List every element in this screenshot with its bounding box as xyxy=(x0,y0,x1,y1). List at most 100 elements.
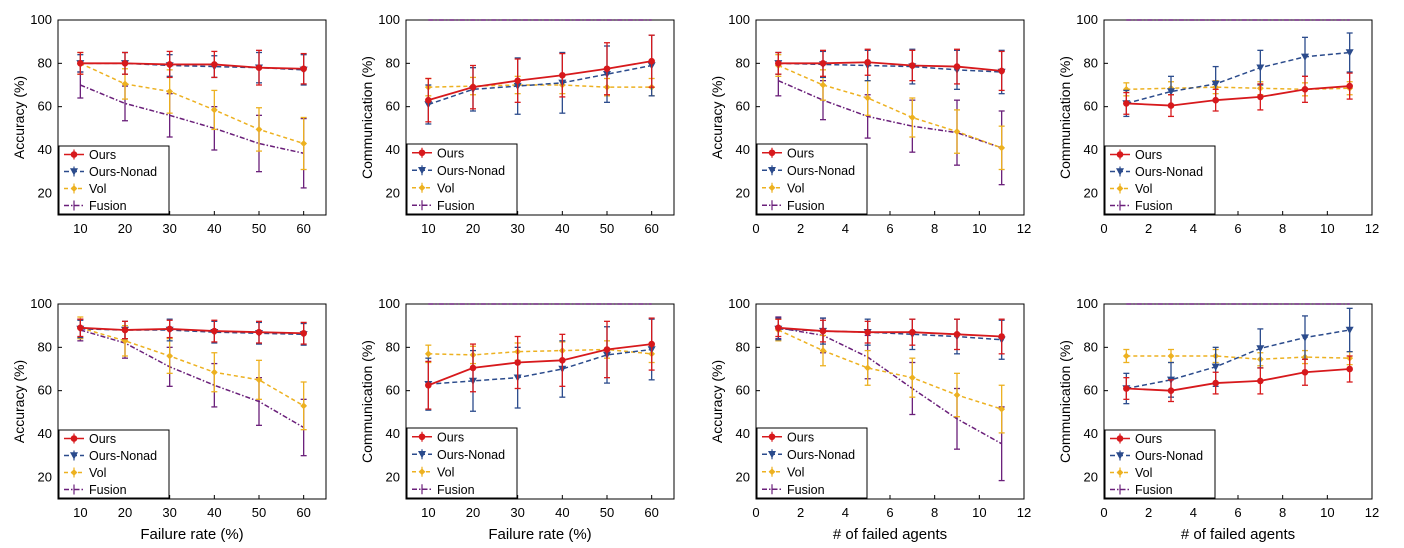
x-tick-label: 60 xyxy=(644,221,658,236)
data-point xyxy=(909,62,916,69)
data-point xyxy=(425,96,432,104)
legend-item-vol: Vol xyxy=(64,466,106,480)
x-tick-label: 10 xyxy=(421,505,435,520)
data-point xyxy=(211,61,218,68)
legend-item-ours-nonad: Ours-Nonad xyxy=(64,449,157,463)
x-tick-label: 50 xyxy=(600,505,614,520)
y-tick-label: 40 xyxy=(386,426,400,441)
legend-marker xyxy=(1116,452,1124,460)
data-point xyxy=(953,128,961,135)
legend-label: Fusion xyxy=(89,483,127,497)
data-point xyxy=(1301,334,1309,342)
legend-marker xyxy=(1116,168,1124,176)
legend-marker xyxy=(418,167,426,175)
data-point xyxy=(255,376,263,384)
legend-marker xyxy=(70,435,78,442)
series-line xyxy=(778,327,1003,445)
data-point xyxy=(300,329,307,337)
data-point xyxy=(166,61,173,68)
x-tick-label: 2 xyxy=(797,505,804,520)
x-tick-label: 10 xyxy=(73,221,87,236)
legend-marker xyxy=(768,468,776,476)
series-line xyxy=(1126,85,1350,107)
legend-box xyxy=(406,143,518,215)
legend-marker xyxy=(418,149,426,157)
data-point xyxy=(908,374,916,382)
data-point xyxy=(424,350,432,358)
x-tick-label: 40 xyxy=(555,221,569,236)
x-tick-label: 0 xyxy=(1100,505,1107,520)
legend-item-ours: Ours xyxy=(762,146,814,160)
legend: Ours Ours-Nonad Vol Fusion xyxy=(756,143,868,215)
legend-box xyxy=(58,145,170,215)
y-tick-label: 80 xyxy=(386,339,400,354)
x-tick-label: 10 xyxy=(1320,505,1334,520)
legend-label: Ours-Nonad xyxy=(437,164,505,178)
legend-marker xyxy=(70,168,78,176)
legend-item-vol: Vol xyxy=(412,181,454,195)
data-point xyxy=(1167,352,1175,360)
x-tick-label: 6 xyxy=(886,221,893,236)
legend-marker xyxy=(768,433,776,441)
legend-marker xyxy=(418,468,426,476)
x-tick-label: 20 xyxy=(466,221,480,236)
legend-item-ours: Ours xyxy=(64,148,116,162)
data-point xyxy=(648,57,655,65)
data-point xyxy=(469,364,477,372)
y-tick-label: 20 xyxy=(386,185,400,200)
legend-item-fusion: Fusion xyxy=(762,483,825,497)
data-point xyxy=(998,405,1006,413)
x-tick-label: 12 xyxy=(1365,505,1379,520)
legend-item-vol: Vol xyxy=(1110,182,1152,196)
y-tick-label: 60 xyxy=(38,383,52,398)
x-tick-label: 0 xyxy=(1100,221,1107,236)
x-tick-label: 4 xyxy=(1190,221,1197,236)
legend-item-ours: Ours xyxy=(64,432,116,446)
legend-item-fusion: Fusion xyxy=(64,199,127,213)
legend-label: Ours-Nonad xyxy=(1135,449,1203,463)
data-point xyxy=(210,368,218,376)
data-point xyxy=(77,60,84,67)
series-line xyxy=(428,84,652,88)
legend-label: Vol xyxy=(1135,182,1152,196)
legend-label: Vol xyxy=(89,182,106,196)
legend-label: Fusion xyxy=(437,483,475,497)
legend-item-ours-nonad: Ours-Nonad xyxy=(64,165,157,179)
y-tick-label: 20 xyxy=(38,185,52,200)
y-tick-label: 20 xyxy=(38,469,52,484)
y-axis-label: Accuracy (%) xyxy=(709,360,725,443)
y-axis-label: Communication (%) xyxy=(359,340,375,463)
x-tick-label: 10 xyxy=(972,505,986,520)
y-tick-label: 100 xyxy=(728,12,750,27)
data-point xyxy=(775,60,782,67)
legend-box xyxy=(58,429,170,499)
series-line xyxy=(778,79,1002,149)
legend-box xyxy=(1104,429,1216,499)
legend-label: Vol xyxy=(437,465,454,479)
axes-frame xyxy=(57,303,327,500)
x-tick-label: 6 xyxy=(1234,505,1241,520)
data-point xyxy=(1257,93,1264,101)
legend-item-ours: Ours xyxy=(412,430,464,444)
legend-label: Ours xyxy=(89,148,116,162)
data-point xyxy=(908,114,916,121)
data-point xyxy=(1301,86,1309,93)
series-line xyxy=(80,84,304,154)
legend-marker xyxy=(70,452,78,460)
y-tick-label: 100 xyxy=(1076,296,1098,311)
y-tick-label: 40 xyxy=(38,426,52,441)
series-vol xyxy=(774,318,1006,434)
data-point xyxy=(1301,53,1309,61)
y-axis-label: Accuracy (%) xyxy=(11,76,27,159)
legend: Ours Ours-Nonad Vol Fusion xyxy=(58,145,170,215)
legend-item-vol: Vol xyxy=(762,181,804,195)
data-point xyxy=(864,364,872,372)
series-line xyxy=(778,61,1002,72)
x-tick-label: 8 xyxy=(1279,221,1286,236)
legend: Ours Ours-Nonad Vol Fusion xyxy=(58,429,170,499)
legend-item-fusion: Fusion xyxy=(64,483,127,497)
legend-marker xyxy=(1116,469,1124,476)
x-tick-label: 30 xyxy=(162,505,176,520)
legend-marker xyxy=(418,184,426,192)
legend-item-fusion: Fusion xyxy=(762,199,825,213)
